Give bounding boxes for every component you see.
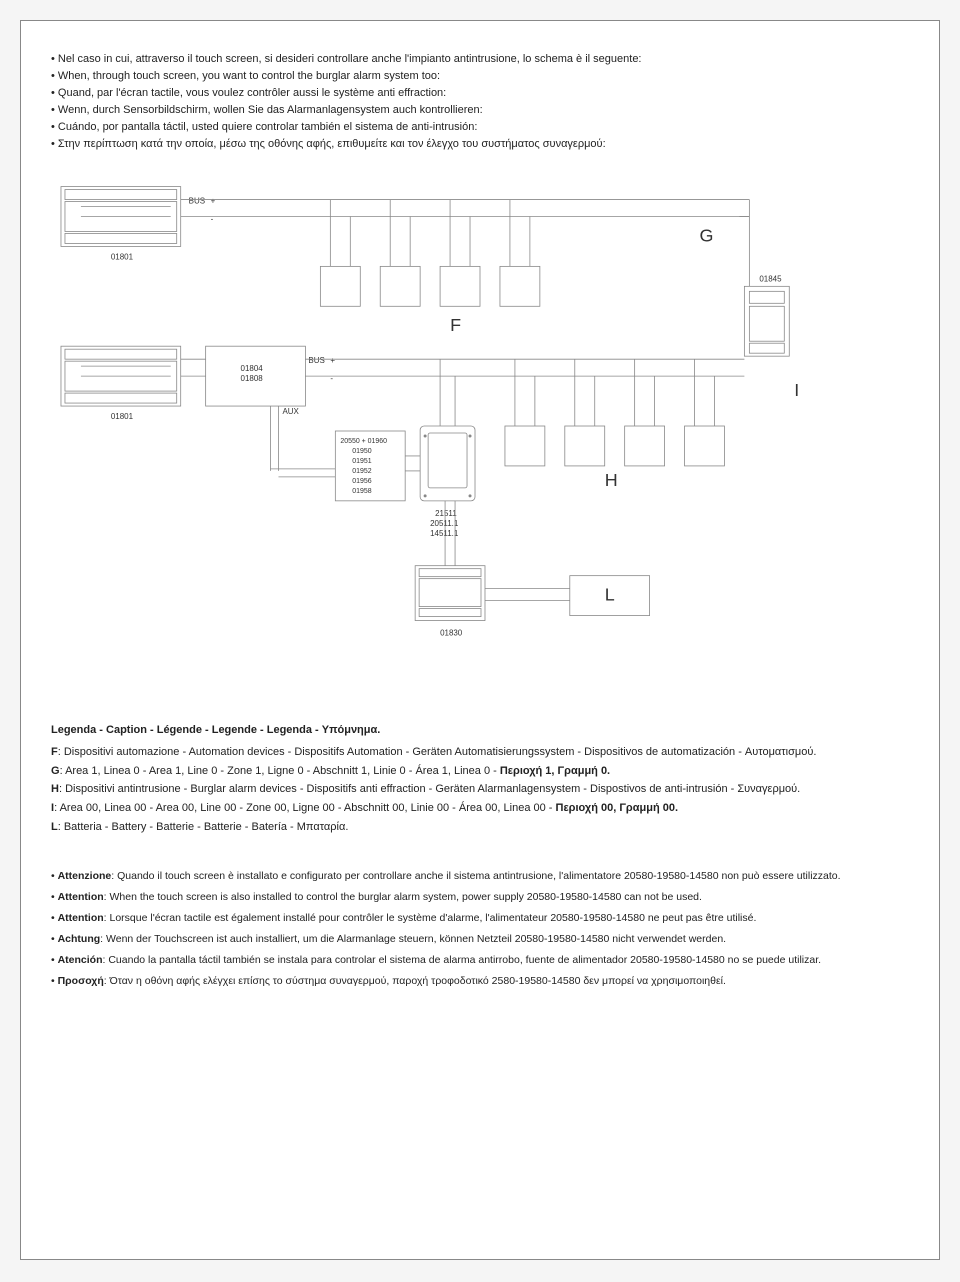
wiring-diagram: 01801 BUS + - G [51, 181, 909, 681]
svg-text:20511.1: 20511.1 [430, 519, 459, 528]
intro-line: Cuándo, por pantalla táctil, usted quier… [51, 119, 909, 136]
label-aux: AUX [282, 407, 299, 416]
label-L: L [605, 585, 615, 605]
svg-text:01958: 01958 [352, 488, 372, 495]
svg-text:01952: 01952 [352, 468, 372, 475]
label-01804: 01804 [241, 364, 264, 373]
touchscreen-device [405, 359, 475, 501]
attention-list: Attenzione: Quando il touch screen è ins… [51, 866, 909, 992]
label-plus: + [211, 197, 216, 206]
label-01845: 01845 [759, 275, 782, 284]
attention-line: Attention: When the touch screen is also… [51, 887, 909, 908]
svg-text:14511.1: 14511.1 [430, 529, 459, 538]
label-G: G [699, 226, 713, 246]
legend-row-i: I: Area 00, Linea 00 - Area 00, Line 00 … [51, 799, 909, 818]
legend-block: Legenda - Caption - Légende - Legende - … [51, 721, 909, 836]
label-bus-2: BUS [308, 356, 324, 365]
label-minus: - [211, 215, 214, 224]
label-plus-2: + [330, 356, 335, 365]
intro-line: Quand, par l'écran tactile, vous voulez … [51, 85, 909, 102]
label-minus-2: - [330, 374, 333, 383]
page: Nel caso in cui, attraverso il touch scr… [20, 20, 940, 1260]
label-01801-2: 01801 [111, 412, 134, 421]
row-h-devices [505, 359, 724, 466]
intro-paragraphs: Nel caso in cui, attraverso il touch scr… [51, 51, 909, 153]
device-01801-top: 01801 [61, 187, 181, 262]
legend-row-h: H: Dispositivi antintrusione - Burglar a… [51, 780, 909, 799]
intro-line: Nel caso in cui, attraverso il touch scr… [51, 51, 909, 68]
legend-row-f: F: Dispositivi automazione - Automation … [51, 743, 909, 762]
label-I: I [794, 380, 799, 400]
intro-line: When, through touch screen, you want to … [51, 68, 909, 85]
label-bus: BUS [189, 197, 205, 206]
intro-line: Wenn, durch Sensorbildschirm, wollen Sie… [51, 102, 909, 119]
attention-line: Προσοχή: Όταν η οθόνη αφής ελέγχει επίση… [51, 971, 909, 992]
label-01801: 01801 [111, 253, 134, 262]
attention-line: Achtung: Wenn der Touchscreen ist auch i… [51, 929, 909, 950]
svg-text:01950: 01950 [352, 448, 372, 455]
legend-row-l: L: Batteria - Battery - Batterie - Batte… [51, 818, 909, 837]
svg-text:01951: 01951 [352, 458, 372, 465]
device-01801-bottom: 01801 [61, 346, 181, 421]
legend-row-g: G: Area 1, Linea 0 - Area 1, Line 0 - Zo… [51, 762, 909, 781]
svg-text:01956: 01956 [352, 478, 372, 485]
attention-line: Attention: Lorsque l'écran tactile est é… [51, 908, 909, 929]
svg-text:21511: 21511 [435, 509, 457, 518]
row-f-devices [320, 200, 539, 307]
label-F: F [450, 316, 461, 336]
device-01845: 01845 [744, 275, 789, 357]
attention-line: Attenzione: Quando il touch screen è ins… [51, 866, 909, 887]
intro-line: Στην περίπτωση κατά την οποία, μέσω της … [51, 136, 909, 153]
svg-text:20550 + 01960: 20550 + 01960 [340, 438, 387, 445]
attention-line: Atención: Cuando la pantalla táctil tamb… [51, 950, 909, 971]
label-H: H [605, 470, 618, 490]
label-01808: 01808 [241, 374, 264, 383]
label-01830: 01830 [440, 629, 463, 638]
legend-title: Legenda - Caption - Légende - Legende - … [51, 721, 909, 740]
